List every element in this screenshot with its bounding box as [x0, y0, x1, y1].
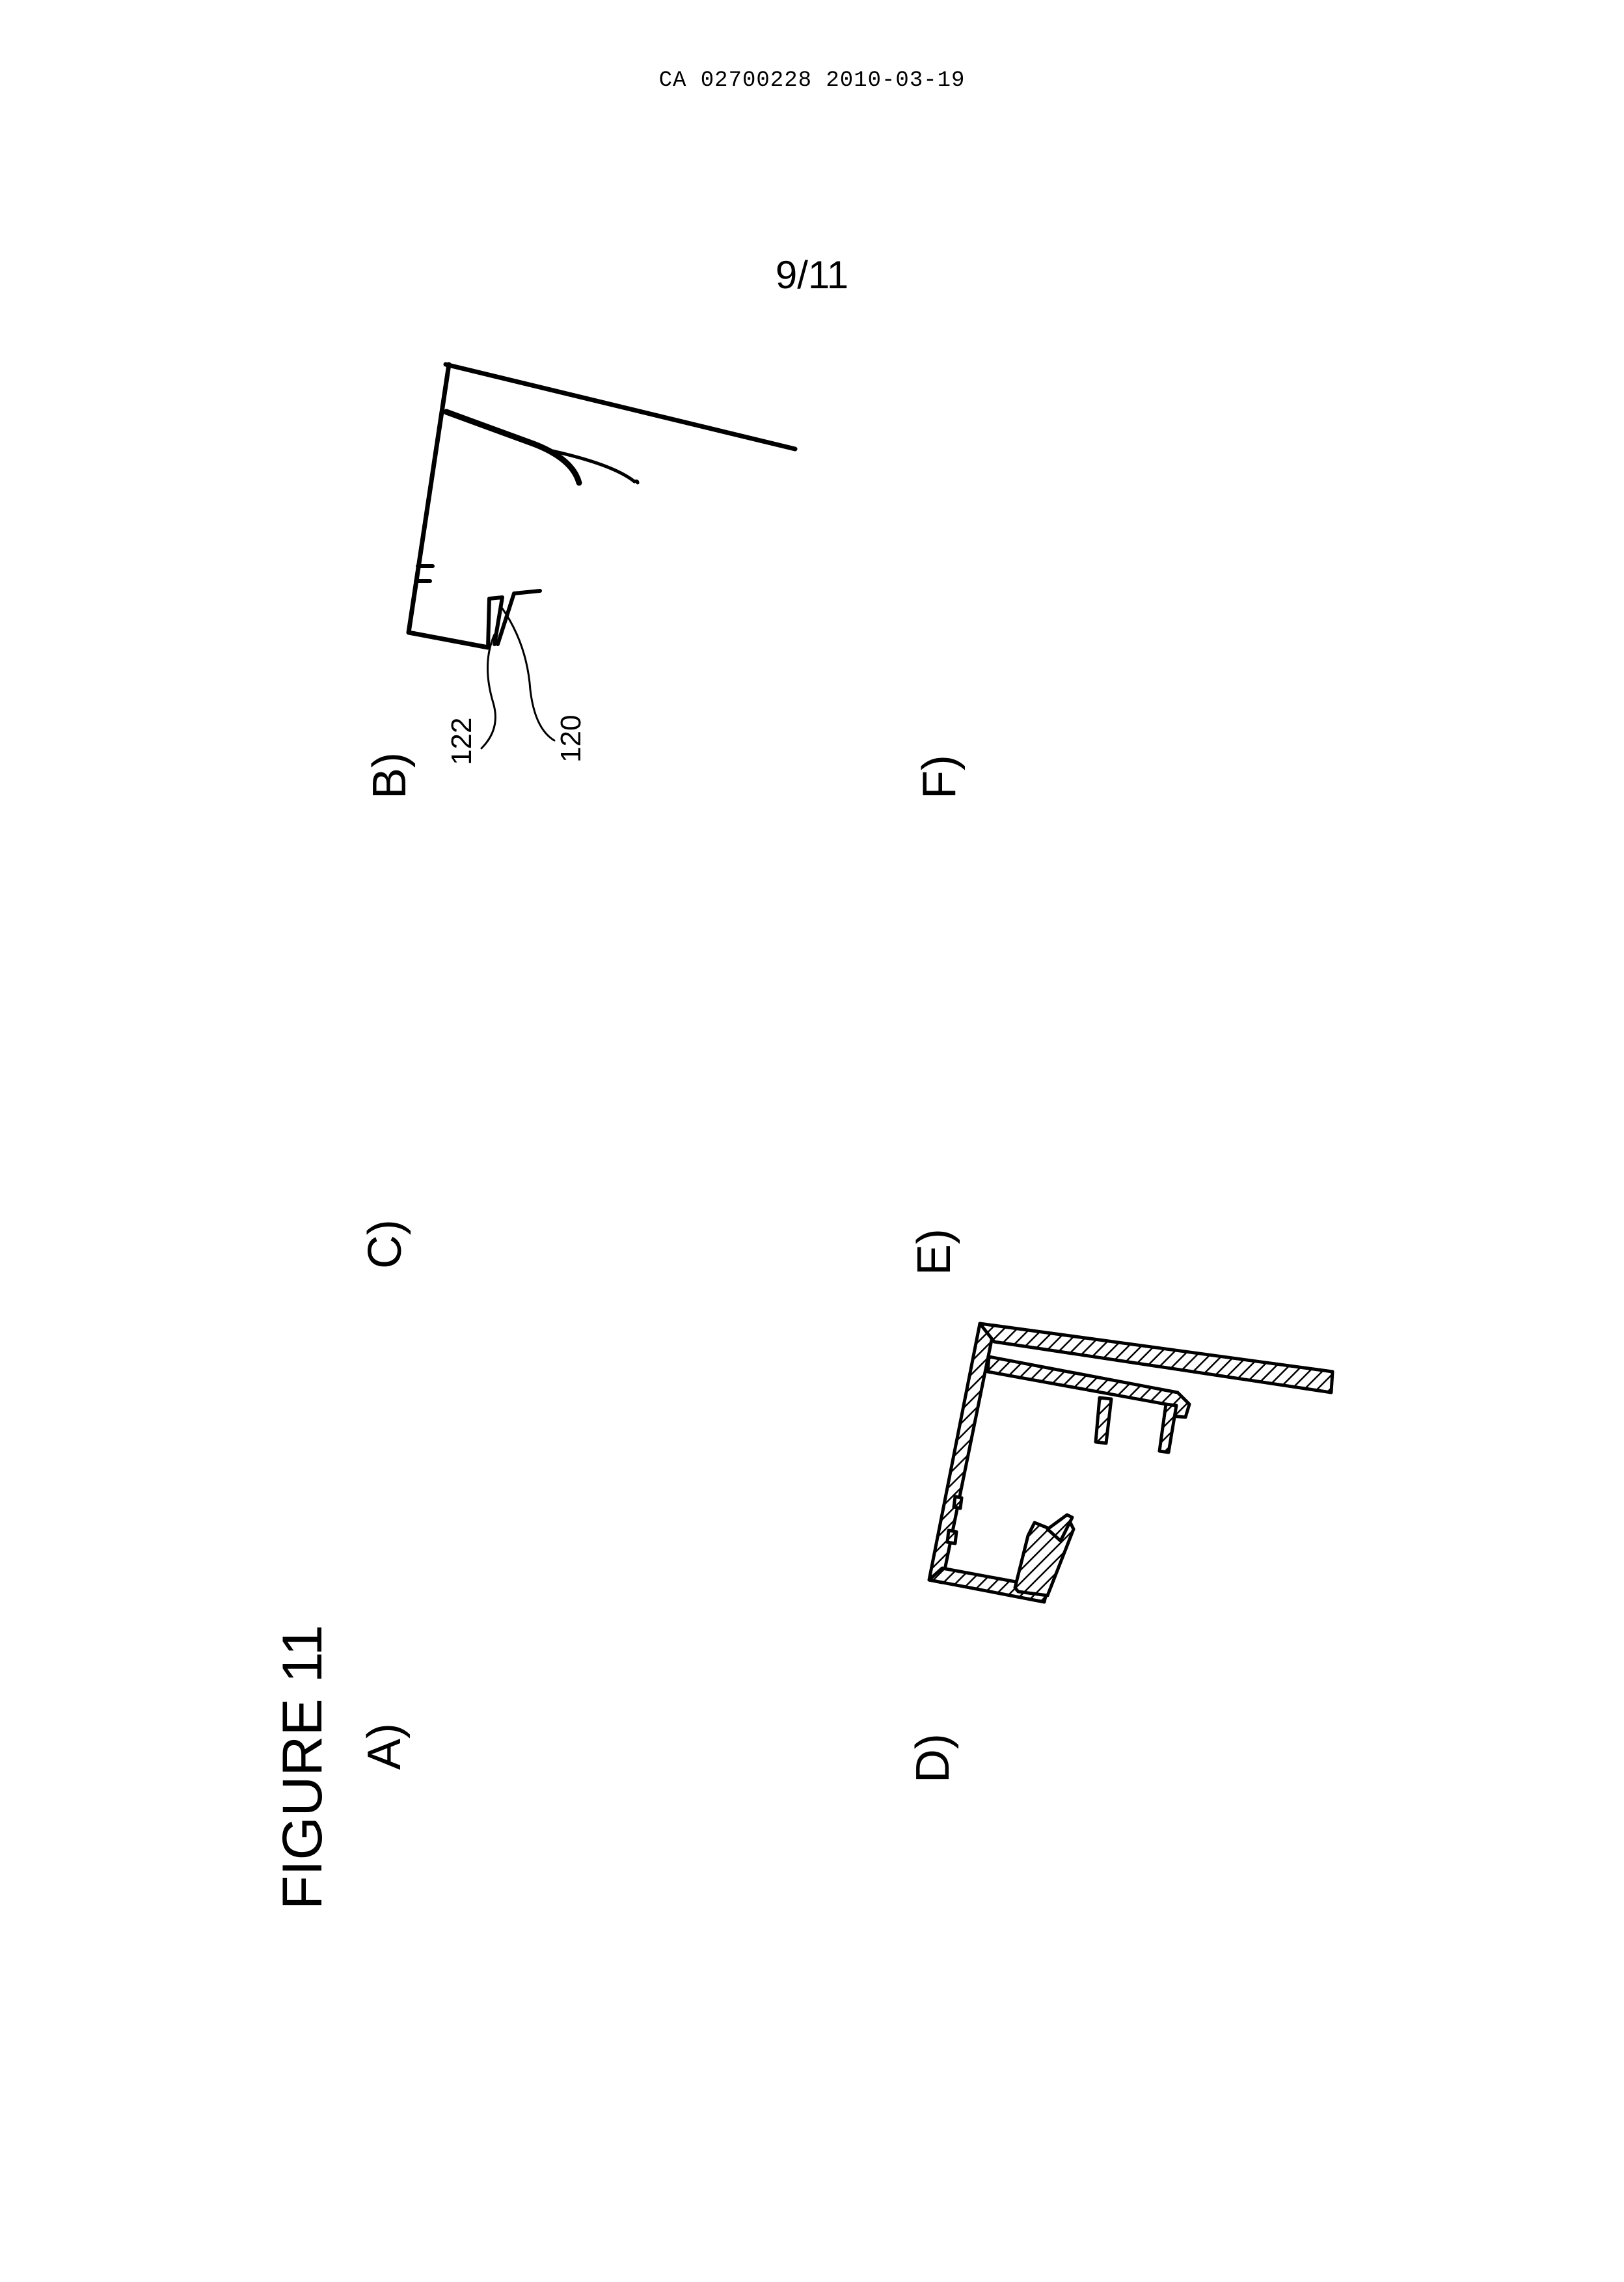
section-nub-upper — [954, 1497, 962, 1508]
profile-back-wall — [409, 364, 449, 632]
clip-120 — [498, 591, 540, 644]
section-back-wall — [929, 1324, 994, 1582]
leader-line-120 — [502, 608, 554, 740]
section-finger-left — [1096, 1398, 1111, 1443]
section-top-flange — [980, 1324, 1333, 1392]
panel-d-drawing — [929, 1324, 1333, 1602]
profile-top-flange — [446, 364, 795, 449]
section-finger-right — [1159, 1404, 1176, 1452]
panel-b-drawing — [409, 364, 795, 748]
leader-line-122 — [481, 634, 495, 748]
profile-inner-lip — [446, 412, 579, 483]
section-nub-lower — [947, 1530, 956, 1543]
profile-bottom — [409, 632, 488, 647]
